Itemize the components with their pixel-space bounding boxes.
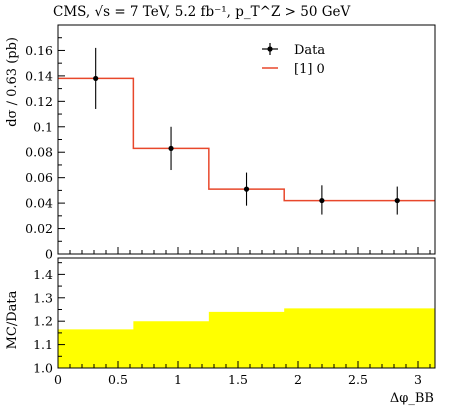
ratio-band (58, 308, 435, 368)
ratio-x-tick-label: 2.5 (348, 372, 368, 387)
ratio-y-ticks: 1.0 1.1 1.2 1.3 1.4 (33, 262, 65, 376)
main-y-tick-label: 0.08 (25, 145, 53, 160)
chart-title: CMS, √s = 7 TeV, 5.2 fb⁻¹, p_T^Z > 50 Ge… (53, 4, 350, 20)
main-plot: 0 0.02 0.04 0.06 0.08 0.1 0.12 0.14 0.16 (25, 24, 436, 262)
mc-step-line (58, 77, 435, 202)
data-point (243, 186, 250, 192)
data-point (93, 75, 99, 82)
main-y-ticks: 0 0.02 0.04 0.06 0.08 0.1 0.12 0.14 0.16 (25, 37, 65, 262)
main-y-tick-label: 0.04 (25, 196, 53, 211)
ratio-x-tick-label: 0 (54, 372, 62, 387)
data-point (319, 197, 325, 204)
legend-data-marker (267, 46, 273, 52)
ratio-x-tick-label: 1 (174, 372, 182, 387)
ratio-x-tick-label: 1.5 (228, 372, 248, 387)
main-x-ticks (57, 247, 431, 254)
main-y-tick-label: 0.12 (25, 94, 53, 109)
data-points (93, 47, 400, 215)
ratio-x-tick-label: 2 (294, 372, 302, 387)
mc-step-histogram (58, 77, 435, 202)
ratio-y-tick-label: 1.0 (33, 361, 53, 376)
ratio-y-tick-label: 1.4 (33, 267, 53, 282)
ratio-y-tick-label: 1.1 (33, 337, 53, 352)
ratio-plot: 1.0 1.1 1.2 1.3 1.4 0 0.5 1 1.5 2 2.5 3 (33, 257, 436, 387)
ratio-y-tick-label: 1.2 (33, 314, 53, 329)
data-point (168, 145, 174, 152)
legend: Data [1] 0 (262, 43, 325, 77)
main-plot-frame (57, 24, 436, 255)
ratio-x-tick-label: 0.5 (108, 372, 128, 387)
legend-mc-label: [1] 0 (294, 62, 325, 77)
x-axis-label: Δφ_BB (390, 391, 434, 406)
main-y-tick-label: 0.16 (25, 43, 53, 58)
ratio-uncertainty-band (58, 308, 435, 368)
main-y-tick-label: 0.14 (25, 68, 53, 83)
main-y-tick-label: 0 (45, 247, 53, 262)
ratio-x-ticks: 0 0.5 1 1.5 2 2.5 3 (54, 361, 431, 387)
main-y-tick-label: 0.1 (33, 119, 53, 134)
legend-data-label: Data (294, 43, 325, 58)
main-y-tick-label: 0.06 (25, 170, 53, 185)
main-y-label: dσ / 0.63 (pb) (5, 37, 20, 127)
main-y-tick-label: 0.02 (25, 221, 53, 236)
ratio-y-label: MC/Data (5, 290, 20, 349)
ratio-y-tick-label: 1.3 (33, 290, 53, 305)
ratio-x-tick-label: 3 (414, 372, 422, 387)
ratio-plot-frame (57, 257, 436, 369)
data-point (394, 197, 400, 204)
